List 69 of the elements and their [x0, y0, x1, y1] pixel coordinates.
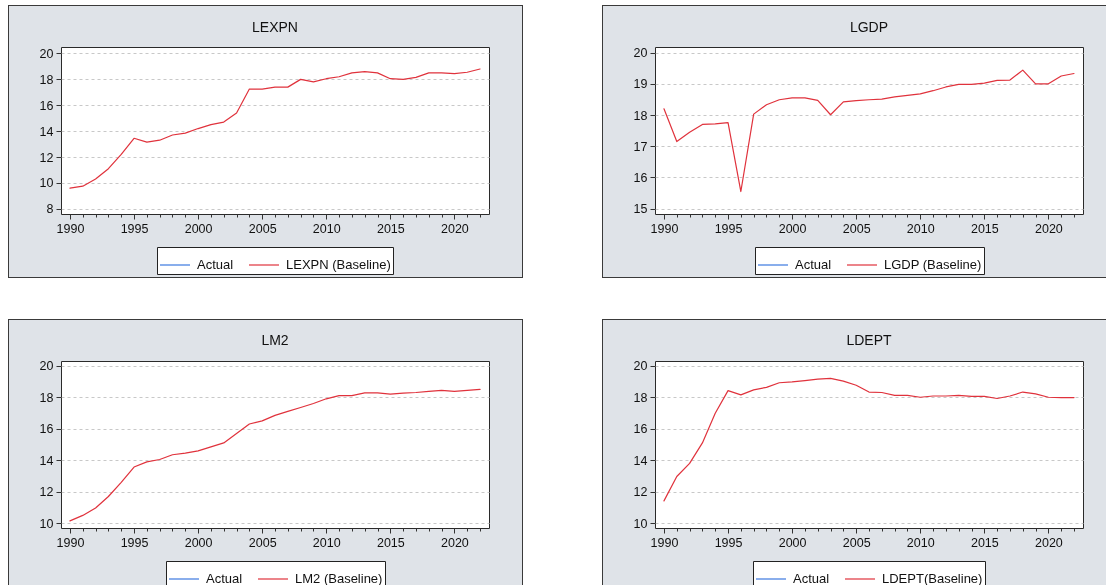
y-tick-label: 20 — [633, 46, 648, 61]
line-series — [69, 68, 481, 189]
y-tick-label: 16 — [633, 170, 648, 185]
y-tick-label: 12 — [39, 150, 54, 165]
y-tick-label: 20 — [633, 359, 648, 374]
y-tick-label: 10 — [633, 516, 648, 531]
x-tick-label: 2020 — [440, 221, 469, 236]
y-tick-label: 18 — [39, 390, 54, 405]
x-tick-label: 2005 — [248, 535, 277, 550]
x-tick-label: 2015 — [376, 221, 405, 236]
y-tick-label: 18 — [633, 390, 648, 405]
x-tick-label: 2000 — [778, 535, 807, 550]
x-tick-label: 1995 — [714, 535, 743, 550]
y-tick-label: 12 — [39, 485, 54, 500]
y-tick-label: 14 — [39, 124, 54, 139]
x-tick-label: 1995 — [120, 221, 149, 236]
x-tick-label: 2010 — [906, 535, 935, 550]
legend-label: LDEPT(Baseline) — [882, 571, 983, 585]
y-tick-label: 18 — [39, 72, 54, 87]
y-tick-label: 20 — [39, 359, 54, 374]
y-tick-label: 10 — [39, 176, 54, 191]
x-tick-label: 2000 — [184, 221, 213, 236]
x-tick-label: 1990 — [56, 535, 85, 550]
y-tick-label: 16 — [39, 98, 54, 113]
line-series — [663, 377, 1075, 502]
x-tick-label: 1990 — [650, 221, 679, 236]
x-tick-label: 2020 — [440, 535, 469, 550]
legend-label: Actual — [197, 257, 234, 272]
legend-label: Actual — [206, 571, 243, 585]
x-tick-label: 2010 — [312, 535, 341, 550]
x-tick-label: 1990 — [650, 535, 679, 550]
line-series — [69, 388, 481, 522]
x-tick-label: 2015 — [970, 535, 999, 550]
line-series — [663, 69, 1075, 193]
x-tick-label: 2005 — [248, 221, 277, 236]
y-tick-label: 18 — [633, 108, 648, 123]
x-tick-label: 2000 — [778, 221, 807, 236]
chart-title: LM2 — [261, 331, 289, 348]
legend-label: Actual — [793, 571, 830, 585]
x-tick-label: 2020 — [1034, 221, 1063, 236]
x-tick-label: 2020 — [1034, 535, 1063, 550]
y-tick-label: 19 — [633, 77, 648, 92]
y-tick-label: 16 — [633, 422, 648, 437]
y-tick-label: 14 — [633, 453, 648, 468]
x-tick-label: 2015 — [376, 535, 405, 550]
y-tick-label: 14 — [39, 453, 54, 468]
y-tick-label: 8 — [46, 202, 54, 217]
y-tick-label: 16 — [39, 422, 54, 437]
legend-label: LEXPN (Baseline) — [286, 257, 391, 272]
legend-label: LGDP (Baseline) — [884, 257, 982, 272]
y-tick-label: 20 — [39, 46, 54, 61]
x-tick-label: 1995 — [714, 221, 743, 236]
x-tick-label: 2005 — [842, 221, 871, 236]
legend-label: LM2 (Baseline) — [295, 571, 383, 585]
legend-label: Actual — [795, 257, 832, 272]
chart-title: LDEPT — [846, 331, 893, 348]
y-tick-label: 10 — [39, 516, 54, 531]
x-tick-label: 1995 — [120, 535, 149, 550]
chart-title: LEXPN — [252, 19, 298, 35]
x-tick-label: 2005 — [842, 535, 871, 550]
x-tick-label: 2010 — [906, 221, 935, 236]
x-tick-label: 2015 — [970, 221, 999, 236]
x-tick-label: 2010 — [312, 221, 341, 236]
y-tick-label: 17 — [633, 139, 648, 154]
x-tick-label: 1990 — [56, 221, 85, 236]
chart-title: LGDP — [849, 18, 889, 35]
y-tick-label: 15 — [633, 202, 648, 217]
x-tick-label: 2000 — [184, 535, 213, 550]
y-tick-label: 12 — [633, 485, 648, 500]
